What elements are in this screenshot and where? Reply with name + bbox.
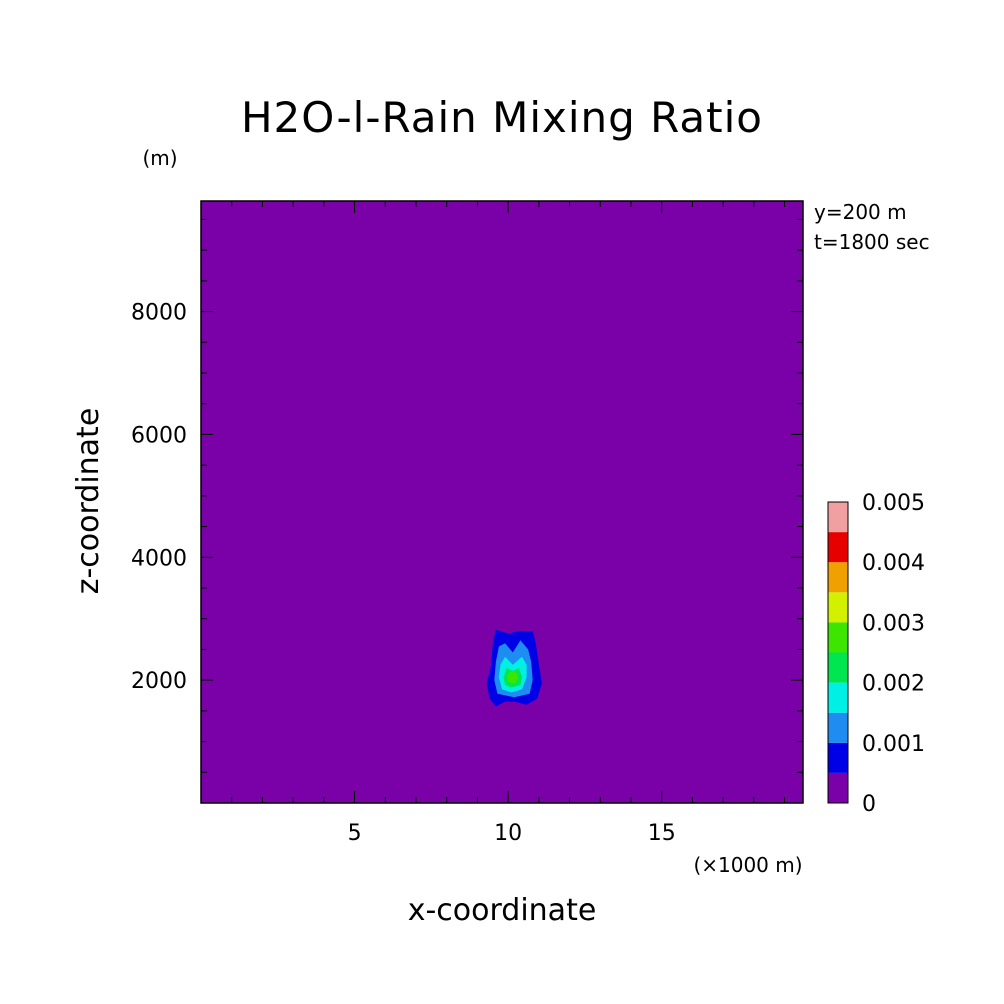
y-tick-label: 6000: [131, 423, 187, 448]
colorbar-segment: [828, 742, 848, 773]
x-unit-label: (×1000 m): [693, 853, 802, 877]
colorbar-label: 0.005: [862, 491, 925, 516]
colorbar-segment: [828, 592, 848, 623]
colorbar-label: 0.002: [862, 672, 925, 697]
plot-area: [200, 200, 804, 804]
colorbar-segment: [828, 532, 848, 563]
colorbar-label: 0.004: [862, 551, 925, 576]
background-field: [201, 201, 803, 803]
contour-region-5: [507, 670, 518, 684]
colorbar-frame: [827, 501, 849, 804]
y-tick-label: 8000: [131, 301, 187, 326]
colorbar-segment: [828, 772, 848, 803]
y-tick-label: 2000: [131, 669, 187, 694]
colorbar-segment: [828, 682, 848, 713]
x-tick-label: 15: [648, 821, 676, 846]
x-tick-label: 10: [494, 821, 522, 846]
colorbar-segment: [828, 502, 848, 533]
colorbar-segment: [828, 622, 848, 653]
colorbar-label: 0: [862, 792, 876, 817]
annotation-y-position: y=200 m: [814, 200, 907, 224]
y-axis-title: z-coordinate: [71, 408, 106, 595]
x-axis: 5 10 15: [231, 201, 786, 846]
y-unit-label: (m): [142, 146, 177, 170]
x-tick-label: 5: [348, 821, 362, 846]
annotation-time: t=1800 sec: [814, 230, 930, 254]
colorbar-segment: [828, 712, 848, 743]
colorbar-label: 0.003: [862, 611, 925, 636]
x-axis-title: x-coordinate: [408, 893, 597, 928]
colorbar: 0 0.001 0.002 0.003 0.004 0.005: [827, 491, 925, 817]
chart-title: H2O-l-Rain Mixing Ratio: [241, 93, 763, 142]
plot-frame: [200, 200, 804, 804]
colorbar-segment: [828, 562, 848, 593]
y-axis: 2000 4000 6000 8000: [131, 218, 803, 773]
colorbar-label: 0.001: [862, 732, 925, 757]
colorbar-segment: [828, 652, 848, 683]
y-tick-label: 4000: [131, 546, 187, 571]
